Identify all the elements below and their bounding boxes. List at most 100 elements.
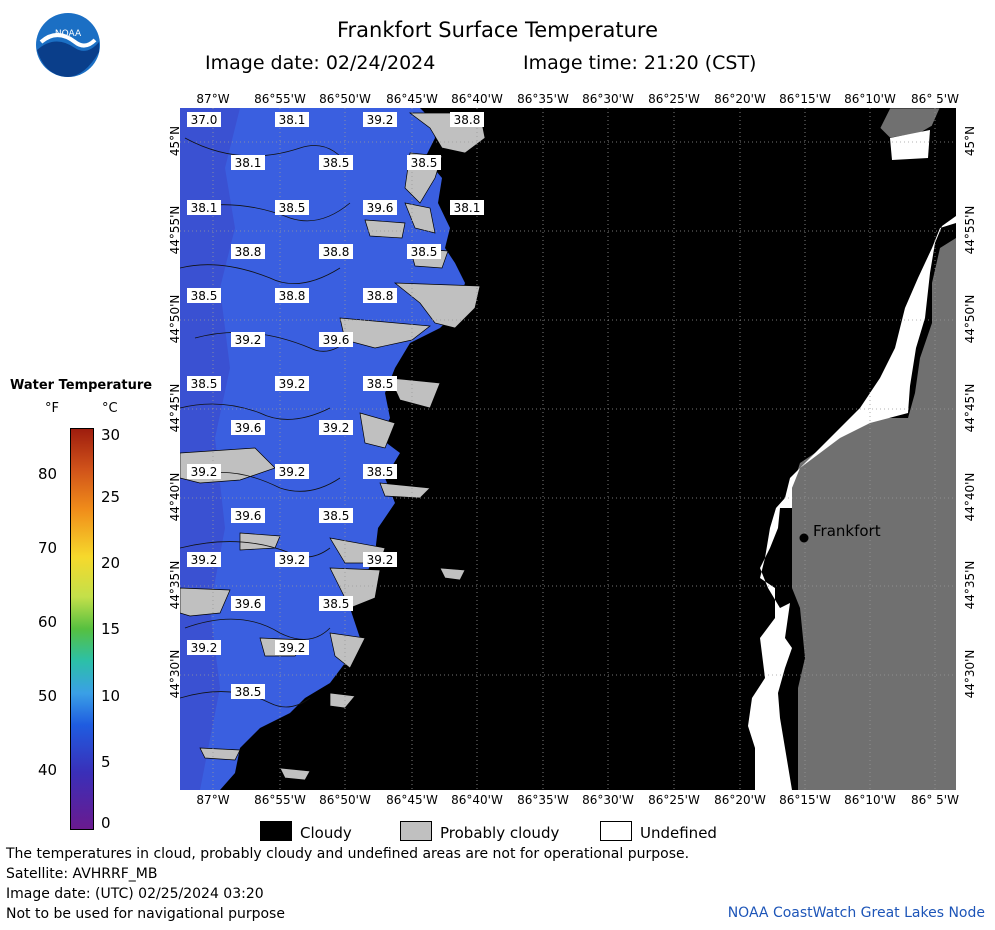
temperature-label: 37.0 (187, 112, 221, 127)
navigation-warning: Not to be used for navigational purpose (6, 906, 285, 922)
temperature-label: 39.2 (275, 552, 309, 567)
svg-text:38.5: 38.5 (323, 156, 350, 170)
svg-text:37.0: 37.0 (191, 113, 218, 127)
fahrenheit-tick: 80 (38, 465, 58, 483)
celsius-tick: 5 (101, 753, 111, 771)
svg-text:39.2: 39.2 (191, 465, 218, 479)
fahrenheit-tick: 50 (38, 687, 58, 705)
longitude-label: 86°55'W (254, 793, 306, 807)
svg-text:39.2: 39.2 (279, 377, 306, 391)
key-cloudy-label: Cloudy (300, 824, 352, 842)
svg-text:39.2: 39.2 (191, 641, 218, 655)
fahrenheit-tick: 60 (38, 613, 58, 631)
svg-text:39.6: 39.6 (323, 333, 350, 347)
temperature-label: 38.5 (187, 288, 221, 303)
svg-text:39.6: 39.6 (235, 597, 262, 611)
latitude-label: 44°55'N (963, 205, 977, 255)
temperature-label: 38.8 (363, 288, 397, 303)
svg-text:39.2: 39.2 (235, 333, 262, 347)
longitude-label: 86° 5'W (911, 793, 959, 807)
temperature-label: 38.5 (319, 155, 353, 170)
svg-text:39.6: 39.6 (367, 201, 394, 215)
temperature-label: 38.8 (319, 244, 353, 259)
svg-text:39.2: 39.2 (367, 113, 394, 127)
longitude-label: 86°15'W (779, 793, 831, 807)
svg-text:38.1: 38.1 (279, 113, 306, 127)
svg-text:38.5: 38.5 (323, 597, 350, 611)
temperature-label: 38.5 (319, 596, 353, 611)
svg-text:39.2: 39.2 (367, 553, 394, 567)
svg-text:38.8: 38.8 (367, 289, 394, 303)
frankfort-marker (799, 533, 809, 543)
longitude-label: 86°10'W (844, 92, 896, 106)
latitude-label: 44°40'N (963, 472, 977, 522)
image-date: Image date: 02/24/2024 (205, 52, 436, 74)
svg-text:39.2: 39.2 (323, 421, 350, 435)
svg-text:38.1: 38.1 (235, 156, 262, 170)
svg-text:38.5: 38.5 (323, 509, 350, 523)
svg-text:39.2: 39.2 (279, 553, 306, 567)
celsius-tick: 0 (101, 814, 111, 832)
temperature-label: 39.2 (187, 552, 221, 567)
svg-text:38.5: 38.5 (411, 245, 438, 259)
svg-text:38.8: 38.8 (279, 289, 306, 303)
temperature-label: 39.2 (187, 464, 221, 479)
color-scale-bar (70, 428, 94, 830)
latitude-label: 44°35'N (963, 560, 977, 610)
svg-text:39.2: 39.2 (279, 465, 306, 479)
legend-unit-c: °C (102, 401, 118, 416)
longitude-label: 86°30'W (582, 92, 634, 106)
undefined-region (748, 216, 956, 790)
temperature-label: 38.5 (363, 376, 397, 391)
temperature-label: 39.2 (275, 376, 309, 391)
longitude-label: 86°40'W (451, 793, 503, 807)
fahrenheit-tick: 70 (38, 539, 58, 557)
disclaimer: The temperatures in cloud, probably clou… (6, 846, 690, 862)
temperature-label: 38.5 (275, 200, 309, 215)
city-label-frankfort: Frankfort (813, 522, 881, 540)
temperature-label: 38.8 (275, 288, 309, 303)
longitude-label: 86°10'W (844, 793, 896, 807)
latitude-label: 45°N (963, 125, 977, 157)
longitude-label: 86°55'W (254, 92, 306, 106)
key-cloudy-swatch (260, 821, 292, 841)
longitude-label: 86°50'W (319, 92, 371, 106)
map-title: Frankfort Surface Temperature (336, 18, 658, 42)
longitude-label: 86°30'W (582, 793, 634, 807)
svg-text:38.1: 38.1 (454, 201, 481, 215)
temperature-label: 38.8 (231, 244, 265, 259)
svg-text:38.5: 38.5 (235, 685, 262, 699)
celsius-tick: 10 (101, 687, 121, 705)
temperature-label: 39.2 (363, 112, 397, 127)
longitude-label: 86°25'W (648, 793, 700, 807)
svg-text:38.5: 38.5 (367, 377, 394, 391)
longitude-label: 86°20'W (714, 92, 766, 106)
legend-unit-f: °F (45, 401, 59, 416)
celsius-tick: 25 (101, 488, 121, 506)
water-region (180, 108, 465, 790)
temperature-label: 39.2 (187, 640, 221, 655)
temperature-label: 38.1 (187, 200, 221, 215)
longitude-label: 86°35'W (517, 92, 569, 106)
latitude-label: 44°45'N (963, 383, 977, 433)
longitude-label: 86°40'W (451, 92, 503, 106)
graticule (180, 108, 956, 790)
temperature-label: 39.6 (231, 508, 265, 523)
latitude-label: 44°50'N (963, 294, 977, 344)
svg-text:NOAA: NOAA (55, 29, 82, 39)
svg-text:38.8: 38.8 (454, 113, 481, 127)
svg-text:38.1: 38.1 (191, 201, 218, 215)
temperature-label: 39.6 (319, 332, 353, 347)
svg-text:38.5: 38.5 (191, 377, 218, 391)
temperature-label: 38.5 (187, 376, 221, 391)
temperature-label: 39.2 (231, 332, 265, 347)
svg-text:39.6: 39.6 (235, 421, 262, 435)
legend-title: Water Temperature (10, 378, 153, 393)
temperature-label: 39.2 (275, 464, 309, 479)
temperature-label: 38.5 (319, 508, 353, 523)
svg-text:39.6: 39.6 (235, 509, 262, 523)
longitude-label: 86° 5'W (911, 92, 959, 106)
land-region (792, 238, 956, 790)
image-date-utc: Image date: (UTC) 02/25/2024 03:20 (6, 886, 264, 902)
credit-link[interactable]: NOAA CoastWatch Great Lakes Node (727, 905, 985, 921)
